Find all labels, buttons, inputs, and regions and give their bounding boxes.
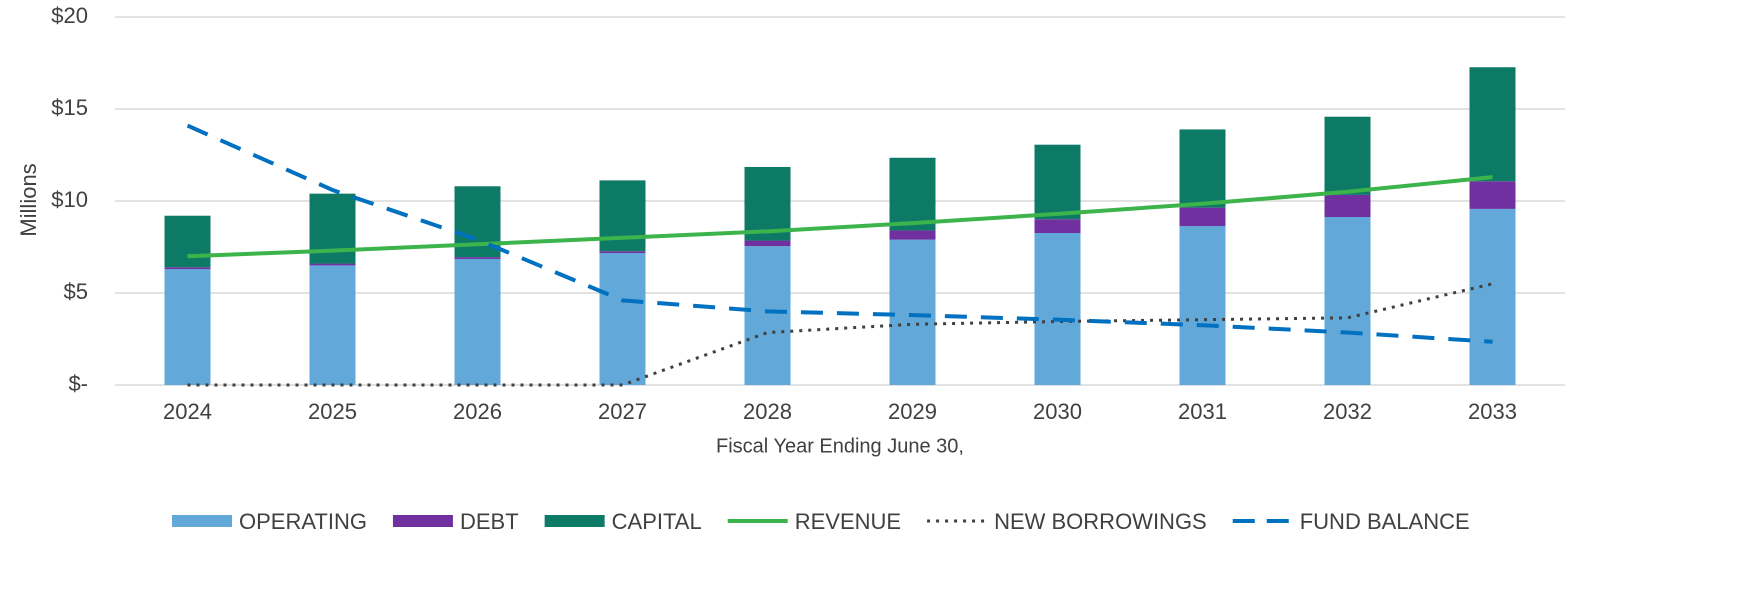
- bar-segment: [1324, 116, 1371, 195]
- legend-label: FUND BALANCE: [1300, 509, 1470, 534]
- bar-segment: [744, 246, 791, 385]
- bar-segment: [599, 251, 646, 254]
- x-tick-label: 2025: [308, 399, 357, 424]
- y-tick-label: $10: [51, 187, 88, 212]
- x-tick-label: 2031: [1178, 399, 1227, 424]
- legend-label: REVENUE: [795, 509, 901, 534]
- bar-segment: [454, 257, 501, 259]
- legend-swatch: [172, 515, 232, 527]
- bar-segment: [1469, 67, 1516, 182]
- x-tick-label: 2030: [1033, 399, 1082, 424]
- y-tick-label: $20: [51, 3, 88, 28]
- bar-segment: [1179, 226, 1226, 385]
- bar-segment: [889, 157, 936, 231]
- bar-segment: [744, 166, 791, 241]
- x-tick-label: 2024: [163, 399, 212, 424]
- bar-segment: [1034, 233, 1081, 385]
- bar-segment: [889, 239, 936, 385]
- bar-segment: [1179, 129, 1226, 208]
- legend-label: OPERATING: [239, 509, 367, 534]
- bar-segment: [599, 180, 646, 252]
- bar-segment: [164, 269, 211, 385]
- bar-segment: [1034, 219, 1081, 234]
- line-series: [186, 123, 1493, 344]
- bar-segment: [1179, 207, 1226, 227]
- y-tick-label: $-: [68, 371, 88, 396]
- x-tick-label: 2032: [1323, 399, 1372, 424]
- line-series: [187, 175, 1493, 259]
- legend-label: CAPITAL: [612, 509, 702, 534]
- legend-label: NEW BORROWINGS: [994, 509, 1207, 534]
- bar-segment: [309, 263, 356, 266]
- x-tick-label: 2029: [888, 399, 937, 424]
- bar-segment: [1324, 194, 1371, 218]
- x-tick-label: 2027: [598, 399, 647, 424]
- line-series: [187, 282, 1493, 387]
- bar-segment: [889, 230, 936, 240]
- bar-segment: [1469, 208, 1516, 385]
- bar-segment: [1034, 144, 1081, 220]
- x-tick-label: 2028: [743, 399, 792, 424]
- y-tick-label: $5: [64, 279, 88, 304]
- y-axis-label: Millions: [16, 163, 41, 236]
- x-tick-label: 2033: [1468, 399, 1517, 424]
- y-tick-label: $15: [51, 95, 88, 120]
- bar-segment: [1324, 217, 1371, 385]
- bar-segment: [309, 265, 356, 385]
- bar-segment: [744, 240, 791, 247]
- bar-segment: [1469, 181, 1516, 209]
- x-axis-label: Fiscal Year Ending June 30,: [716, 435, 964, 457]
- legend-label: DEBT: [460, 509, 519, 534]
- legend-swatch: [544, 515, 605, 527]
- bar-segment: [164, 215, 211, 268]
- x-tick-label: 2026: [453, 399, 502, 424]
- bar-segment: [164, 267, 211, 270]
- legend-swatch: [392, 515, 453, 527]
- bar-segment: [454, 258, 501, 385]
- bar-segment: [599, 253, 646, 385]
